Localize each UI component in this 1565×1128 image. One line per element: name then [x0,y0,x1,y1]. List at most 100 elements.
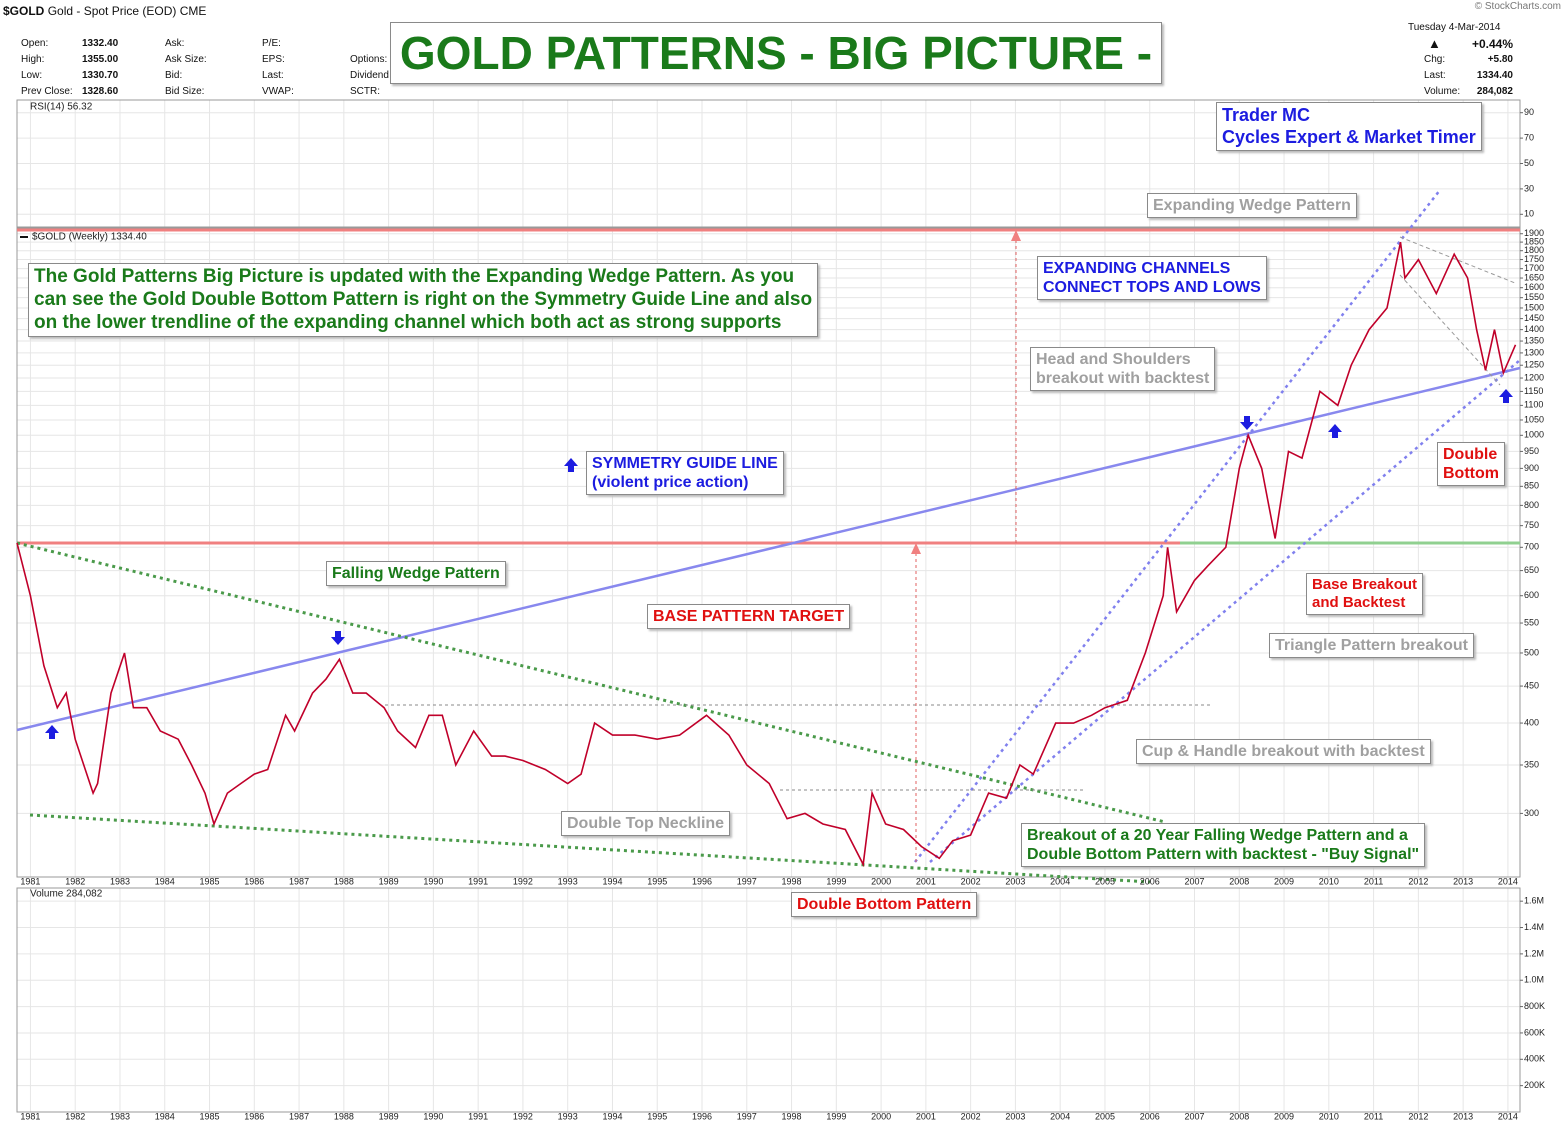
x-tick-label: 2012 [1408,1111,1428,1121]
price-line [16,241,1517,868]
x-tick-label: 2011 [1364,1111,1383,1121]
y-tick-label: 1450 [1524,313,1544,323]
x-tick-label: 2010 [1319,1111,1339,1121]
y-tick-label: 50 [1524,158,1534,168]
y-tick-label: 650 [1524,565,1539,575]
y-tick-label: 1550 [1524,292,1544,302]
x-tick-label: 2012 [1408,876,1428,886]
annotation-text: BASE PATTERN TARGET [653,608,845,625]
annotation-text: EXPANDING CHANNELS [1043,260,1231,277]
y-tick-label: 400K [1524,1054,1545,1064]
annotation-text: Breakout of a 20 Year Falling Wedge Patt… [1027,827,1408,844]
quote-cell: VWAP: [262,86,294,97]
y-tick-label: 800K [1524,1001,1545,1011]
y-tick-label: 1150 [1524,386,1543,396]
volume-label: Volume: [1424,86,1461,97]
channel-upper [914,189,1441,863]
y-tick-label: 70 [1524,132,1534,142]
x-tick-label: 2000 [871,1111,891,1121]
x-tick-label: 1986 [244,1111,264,1121]
y-tick-label: 1300 [1524,347,1544,357]
quote-cell: EPS: [262,54,285,65]
change-arrow: ▲ [1428,36,1441,51]
annotation-box: Base Breakout and Backtest [1306,573,1424,615]
y-tick-label: 400 [1524,717,1539,727]
annotation-box: Double Bottom Pattern [791,892,978,918]
x-tick-label: 2002 [961,1111,981,1121]
y-tick-label: 1500 [1524,302,1544,312]
x-tick-label: 2003 [1005,876,1025,886]
annotation-box: Falling Wedge Pattern [326,561,506,587]
down-arrow [331,631,345,645]
y-tick-label: 1700 [1524,263,1544,273]
arrows [45,389,1513,739]
y-tick-label: 350 [1524,759,1539,769]
annotation-box: SYMMETRY GUIDE LINE (violent price action… [586,451,784,496]
y-tick-label: 500 [1524,647,1539,657]
x-tick-label: 2009 [1274,876,1294,886]
x-tick-label: 2011 [1364,876,1383,886]
x-tick-label: 1985 [200,1111,220,1121]
quote-cell: 1332.40 [82,38,119,49]
annotation-text: and Backtest [1312,594,1406,611]
annotation-text: Triangle Pattern breakout [1275,637,1468,654]
chg-label: Chg: [1424,54,1446,65]
x-tick-label: 1999 [826,1111,846,1121]
annotation-text: Bottom [1443,465,1499,483]
down-arrow [1240,416,1254,430]
quote-cell: High: [21,54,45,65]
x-tick-label: 1990 [423,1111,443,1121]
last-value: 1334.40 [1476,70,1513,81]
volume-panel [16,887,1521,1113]
y-tick-label: 10 [1524,209,1534,219]
annotation-box: Double Top Neckline [561,811,731,837]
legend-entry: $GOLD (Weekly) 1334.40 [32,232,147,243]
author-line: Cycles Expert & Market Timer [1222,126,1476,147]
x-tick-label: 2013 [1453,1111,1473,1121]
y-tick-label: 700 [1524,542,1539,552]
x-tick-label: 2000 [871,876,891,886]
x-tick-label: 2002 [961,876,981,886]
x-tick-label: 1999 [826,876,846,886]
y-tick-label: 1200 [1524,372,1544,382]
x-tick-label: 1992 [513,876,533,886]
channel-lower [929,359,1521,863]
y-tick-label: 850 [1524,481,1539,491]
annotation-box: Triangle Pattern breakout [1269,633,1474,659]
main-title: GOLD PATTERNS - BIG PICTURE - [390,22,1162,84]
x-tick-label: 1991 [468,1111,488,1121]
y-tick-label: 950 [1524,446,1539,456]
up-arrow [564,458,578,472]
y-tick-label: 1650 [1524,272,1544,282]
symbol-line: $GOLD Gold - Spot Price (EOD) CME [3,4,206,18]
x-tick-label: 1994 [602,1111,622,1121]
chg-value: +5.80 [1487,54,1513,65]
annotation-text: (violent price action) [592,474,749,492]
x-tick-label: 1996 [692,1111,712,1121]
quote-cell: Options: [350,54,388,65]
quote-cell: Open: [21,38,49,49]
volume-value: 284,082 [1476,86,1513,97]
quote-cell: Ask: [165,38,185,49]
x-tick-label: 1997 [737,1111,757,1121]
y-tick-label: 1600 [1524,282,1544,292]
x-tick-label: 2008 [1229,1111,1249,1121]
x-tick-label: 1992 [513,1111,533,1121]
x-tick-label: 2014 [1498,1111,1518,1121]
y-tick-label: 1750 [1524,254,1544,264]
x-tick-label: 1994 [602,876,622,886]
y-tick-label: 1.2M [1524,948,1544,958]
quote-cell: Low: [21,70,43,81]
x-tick-label: 1988 [334,876,354,886]
x-tick-label: 1995 [647,1111,667,1121]
y-tick-label: 200K [1524,1080,1545,1090]
x-tick-label: 1998 [782,876,802,886]
annotation-box: Double Bottom [1437,442,1505,487]
y-tick-label: 1350 [1524,335,1544,345]
y-tick-label: 1100 [1524,400,1543,410]
x-tick-label: 1984 [155,1111,175,1121]
x-tick-label: 2004 [1050,876,1070,886]
x-tick-label: 2009 [1274,1111,1294,1121]
